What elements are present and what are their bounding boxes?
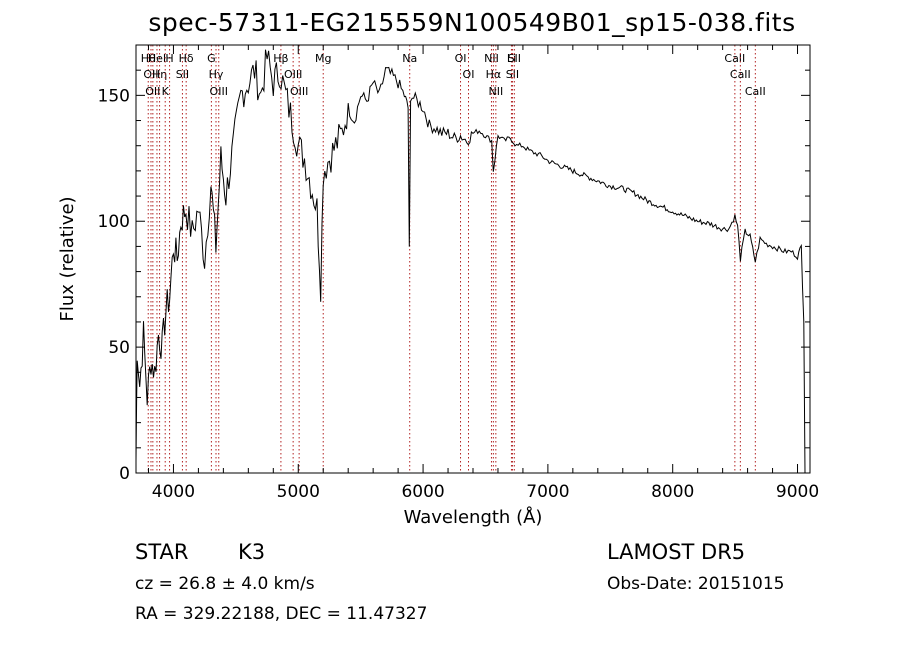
x-tick-label: 9000 [776,482,819,502]
line-marker-label: OIII [290,85,308,98]
line-marker-label: H [165,52,173,65]
line-marker-label: CaII [730,68,751,81]
x-tick-label: 7000 [526,482,569,502]
y-axis-label: Flux (relative) [57,196,78,321]
line-marker-label: NII [488,85,503,98]
line-marker-label: OI [463,68,475,81]
chart-title: spec-57311-EG215559N100549B01_sp15-038.f… [148,8,796,37]
line-marker-label: OII [145,85,160,98]
survey-name: LAMOST DR5 [607,540,746,564]
x-tick-label: 4000 [152,482,195,502]
line-marker-label: OII [143,68,158,81]
line-marker-label: Hβ [273,52,288,65]
coordinates: RA = 329.22188, DEC = 11.47327 [135,604,428,624]
line-marker-label: Hγ [209,68,224,81]
line-marker-label: OI [455,52,467,65]
object-class: STAR [135,540,189,564]
line-marker-label: Hα [486,68,502,81]
line-marker-label: Na [402,52,417,65]
line-marker-label: NII [484,52,499,65]
line-marker-label: Hδ [179,52,194,65]
x-tick-label: 8000 [651,482,694,502]
line-marker-label: CaII [745,85,766,98]
line-marker-label: OIII [210,85,228,98]
line-marker-label: CaII [724,52,745,65]
line-marker-label: K [162,85,170,98]
line-marker-label: G [207,52,216,65]
y-tick-label: 150 [98,86,130,106]
y-tick-label: 50 [108,338,130,358]
line-marker-label: Hθ [141,52,156,65]
line-marker-label: OIII [284,68,302,81]
spectrum-layer [135,49,806,474]
obs-date: Obs-Date: 20151015 [607,574,785,594]
subclass: K3 [238,540,266,564]
line-marker-label: SII [506,68,519,81]
axes: 4000 5000 6000 7000 8000 9000 0 50 100 150 Wavelen… [57,44,819,528]
y-tick-label: 0 [119,464,130,484]
spectrum-line [135,49,806,474]
line-marker-label: HeI [148,52,166,65]
line-marker-label: Hη [152,68,167,81]
x-axis-label: Wavelength (Å) [404,506,543,528]
line-marker-label: SII [176,68,189,81]
line-marker-label: Li [507,52,516,65]
line-marker-label: Mg [315,52,331,65]
x-tick-label: 6000 [401,482,444,502]
x-tick-label: 5000 [277,482,320,502]
line-marker-label: SII [508,52,521,65]
redshift-info: cz = 26.8 ± 4.0 km/s [135,574,315,594]
y-tick-label: 100 [98,212,130,232]
